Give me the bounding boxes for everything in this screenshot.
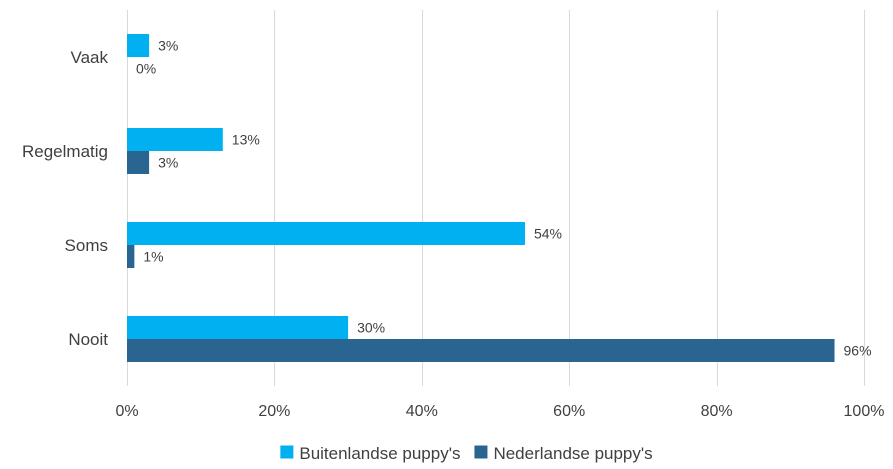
bar-buitenlandse-vaak bbox=[127, 34, 150, 57]
x-tick-label: 80% bbox=[701, 403, 733, 420]
data-label: 0% bbox=[136, 61, 156, 77]
data-label: 13% bbox=[232, 132, 260, 148]
category-label: Regelmatig bbox=[22, 142, 108, 161]
data-label: 3% bbox=[158, 38, 178, 54]
x-axis-tick-labels: 0% 20% 40% 60% 80% 100% bbox=[115, 403, 884, 420]
bars bbox=[127, 34, 835, 362]
category-label: Vaak bbox=[71, 48, 109, 67]
x-tick-label: 20% bbox=[258, 403, 290, 420]
bar-buitenlandse-soms bbox=[127, 222, 525, 245]
legend-label-nederlandse: Nederlandse puppy's bbox=[493, 444, 652, 463]
bar-nederlandse-soms bbox=[127, 245, 135, 268]
x-tick-label: 100% bbox=[844, 403, 885, 420]
bar-nederlandse-regelmatig bbox=[127, 151, 150, 174]
data-label: 54% bbox=[534, 226, 562, 242]
category-label: Nooit bbox=[68, 330, 108, 349]
legend-label-buitenlandse: Buitenlandse puppy's bbox=[299, 444, 460, 463]
data-label: 3% bbox=[158, 155, 178, 171]
x-tick-label: 0% bbox=[115, 403, 138, 420]
bar-buitenlandse-nooit bbox=[127, 316, 349, 339]
bar-buitenlandse-regelmatig bbox=[127, 128, 223, 151]
bar-nederlandse-nooit bbox=[127, 339, 835, 362]
data-labels: 3%0%13%3%54%1%30%96% bbox=[136, 38, 872, 359]
category-labels: Vaak Regelmatig Soms Nooit bbox=[22, 48, 108, 349]
x-tick-label: 40% bbox=[406, 403, 438, 420]
category-label: Soms bbox=[65, 236, 108, 255]
x-tick-label: 60% bbox=[553, 403, 585, 420]
data-label: 30% bbox=[357, 320, 385, 336]
data-label: 1% bbox=[143, 249, 163, 265]
legend-swatch-buitenlandse bbox=[280, 445, 294, 459]
data-label: 96% bbox=[844, 343, 872, 359]
legend-swatch-nederlandse bbox=[474, 445, 488, 459]
legend: Buitenlandse puppy's Nederlandse puppy's bbox=[280, 444, 653, 463]
